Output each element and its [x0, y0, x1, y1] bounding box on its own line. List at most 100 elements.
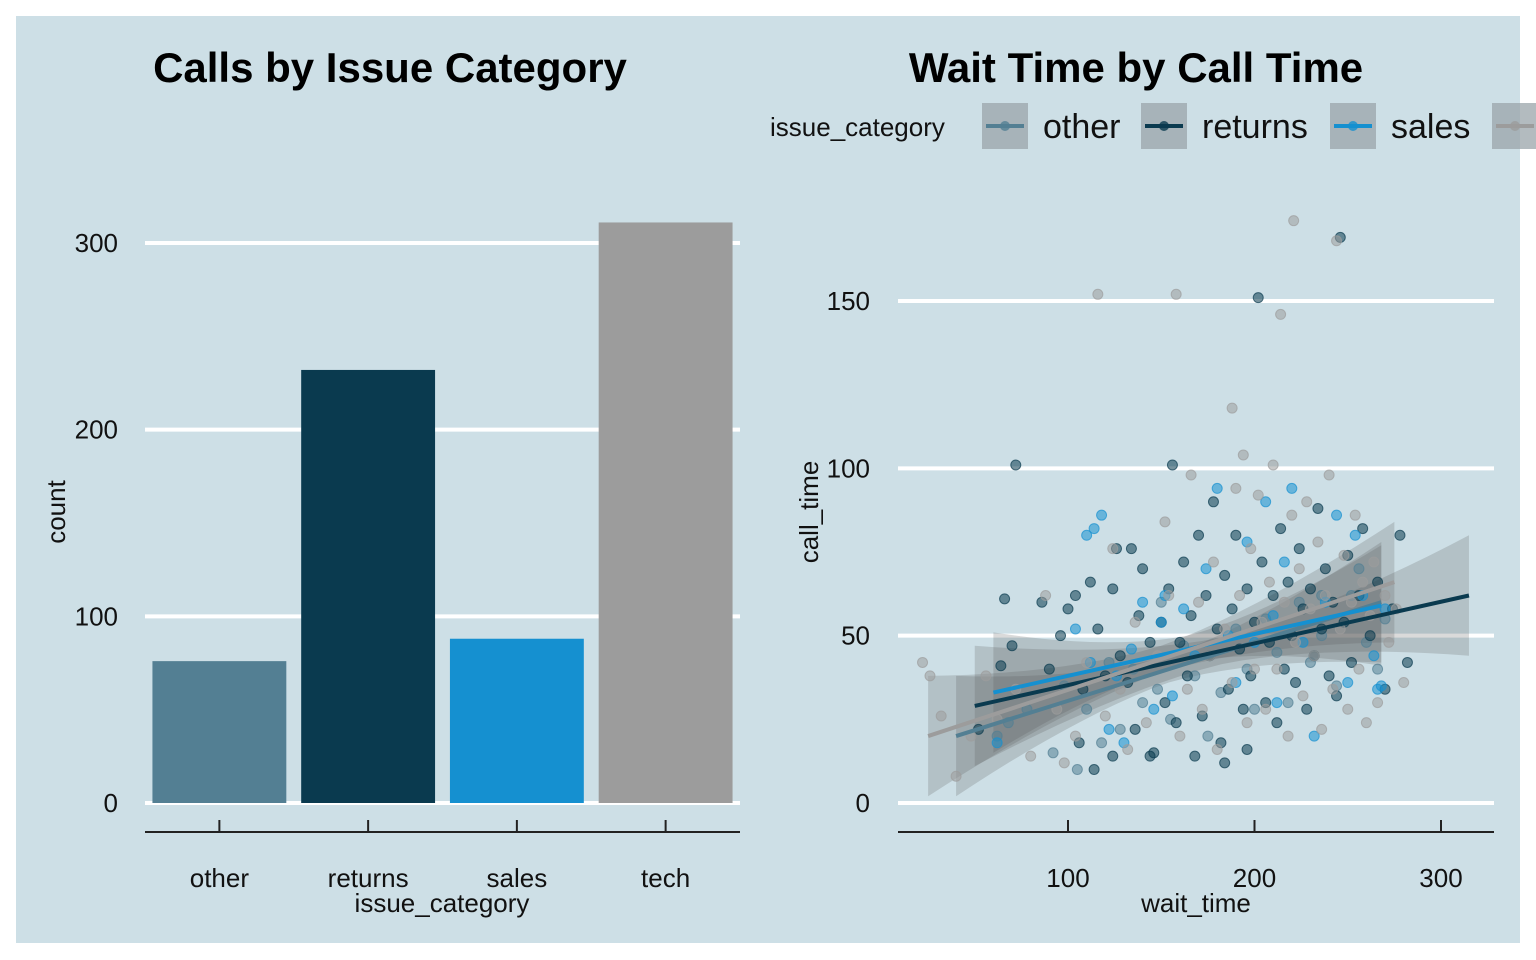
point-other — [1114, 723, 1126, 735]
point-tech — [1316, 723, 1328, 735]
point-returns — [1062, 603, 1074, 615]
point-tech — [1252, 489, 1264, 501]
point-other — [1353, 563, 1365, 575]
point-tech — [924, 670, 936, 682]
point-tech — [1290, 636, 1302, 648]
point-returns — [1092, 623, 1104, 635]
point-sales — [1155, 616, 1167, 628]
point-returns — [1189, 750, 1201, 762]
point-returns — [1193, 529, 1205, 541]
point-other — [1081, 703, 1093, 715]
point-sales — [1368, 650, 1380, 662]
fit-line-returns — [974, 593, 1470, 708]
bar-y-tick-labels: 0 100 200 300 — [75, 228, 118, 818]
point-sales — [1200, 563, 1212, 575]
point-returns — [1174, 636, 1186, 648]
bar-x-axis: other returns sales tech — [145, 820, 740, 893]
scatter-y-axis-label: call_time — [794, 461, 824, 564]
legend-item-tech: tech — [1492, 103, 1536, 149]
point-sales — [1088, 523, 1100, 535]
point-tech — [980, 670, 992, 682]
point-returns — [1181, 670, 1193, 682]
point-tech — [1174, 730, 1186, 742]
bar-x-tick-label: sales — [487, 863, 548, 893]
point-tech — [1372, 697, 1384, 709]
point-tech — [1241, 717, 1253, 729]
point-tech — [1288, 215, 1300, 227]
point-sales — [1166, 690, 1178, 702]
point-tech — [1323, 469, 1335, 481]
point-sales — [1349, 529, 1361, 541]
legend-label-other: other — [1043, 108, 1121, 146]
bar-y-tick-label: 300 — [75, 228, 118, 258]
point-tech — [1234, 590, 1246, 602]
point-other — [1271, 646, 1283, 658]
point-other — [1372, 663, 1384, 675]
point-returns — [1006, 640, 1018, 652]
point-tech — [935, 710, 947, 722]
point-returns — [1226, 603, 1238, 615]
point-other — [1096, 737, 1108, 749]
point-returns — [1241, 583, 1253, 595]
point-returns — [1055, 630, 1067, 642]
point-returns — [1290, 677, 1302, 689]
point-returns — [1207, 496, 1219, 508]
point-tech — [917, 656, 929, 668]
point-sales — [1125, 643, 1137, 655]
point-tech — [1181, 683, 1193, 695]
legend-key-point-other — [1000, 121, 1010, 131]
point-tech — [1170, 288, 1182, 300]
point-tech — [1267, 459, 1279, 471]
legend-label-sales: sales — [1391, 108, 1470, 146]
legend-item-returns: returns — [1141, 103, 1308, 149]
bar-y-tick-label: 200 — [75, 415, 118, 445]
point-returns — [1144, 636, 1156, 648]
point-returns — [1304, 583, 1316, 595]
point-tech — [1092, 288, 1104, 300]
point-returns — [1275, 523, 1287, 535]
point-sales — [1308, 730, 1320, 742]
legend-items: other returns sales tech — [982, 103, 1536, 149]
scatter-y-tick-label: 0 — [856, 788, 870, 818]
point-returns — [1166, 459, 1178, 471]
point-tech — [1379, 590, 1391, 602]
bar-returns — [301, 369, 436, 803]
point-tech — [1081, 656, 1093, 668]
point-other — [1282, 697, 1294, 709]
scatter-y-tick-label: 50 — [841, 621, 870, 651]
point-other — [1202, 730, 1214, 742]
point-tech — [1129, 616, 1141, 628]
point-returns — [1345, 656, 1357, 668]
point-returns — [1219, 757, 1231, 769]
scatter-y-tick-label: 100 — [827, 453, 870, 483]
point-tech — [1342, 703, 1354, 715]
point-tech — [1353, 663, 1365, 675]
bar-other — [152, 661, 287, 803]
point-returns — [1144, 750, 1156, 762]
point-tech — [1278, 596, 1290, 608]
point-tech — [1286, 509, 1298, 521]
point-returns — [1364, 630, 1376, 642]
point-returns — [1219, 569, 1231, 581]
point-sales — [1137, 596, 1149, 608]
point-tech — [1193, 596, 1205, 608]
scatter-x-tick-label: 300 — [1419, 863, 1462, 893]
point-returns — [1267, 590, 1279, 602]
point-returns — [1256, 556, 1268, 568]
point-sales — [1096, 509, 1108, 521]
point-tech — [1226, 402, 1238, 414]
point-tech — [1219, 623, 1231, 635]
point-sales — [1178, 603, 1190, 615]
point-tech — [1140, 717, 1152, 729]
scatter-x-axis-label: wait_time — [1140, 888, 1251, 918]
point-tech — [1107, 543, 1119, 555]
point-tech — [1312, 536, 1324, 548]
point-returns — [1230, 529, 1242, 541]
point-tech — [1226, 677, 1238, 689]
point-other — [1047, 747, 1059, 759]
point-returns — [1088, 764, 1100, 776]
point-returns — [1271, 717, 1283, 729]
point-tech — [1331, 235, 1343, 247]
point-tech — [1249, 663, 1260, 675]
point-sales — [1286, 482, 1298, 494]
